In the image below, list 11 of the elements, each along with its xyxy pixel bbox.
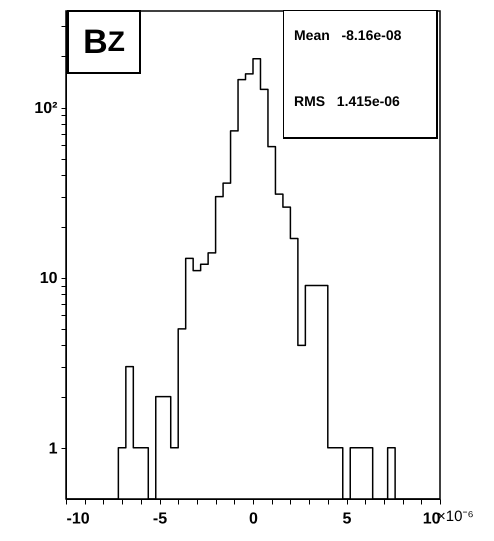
stats-box: Mean -8.16e-08 RMS 1.415e-06 <box>283 10 438 139</box>
x-tick-label: 10 <box>422 510 441 528</box>
annotation: RMS 1.415e-06 <box>294 93 400 109</box>
x-tick-label: -5 <box>152 510 168 528</box>
x-tick-label: -10 <box>66 510 90 528</box>
y-tick-label: 10 <box>40 270 58 288</box>
annotation: Mean -8.16e-08 <box>294 27 402 43</box>
x-tick-label: 0 <box>249 510 258 528</box>
y-tick-label: 10² <box>34 100 58 118</box>
y-tick-label: 1 <box>48 440 58 458</box>
x-tick-label: 5 <box>342 510 352 528</box>
